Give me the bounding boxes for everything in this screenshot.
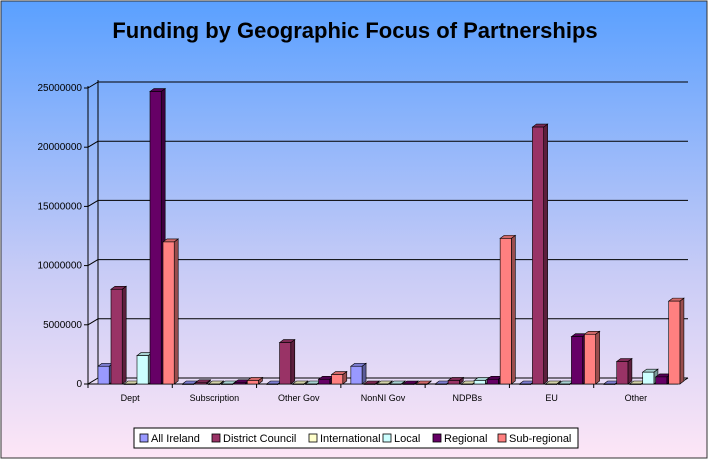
chart-title: Funding by Geographic Focus of Partnersh… (112, 18, 597, 43)
x-tick-label: Subscription (190, 393, 240, 403)
bar-international-subscription (207, 380, 225, 386)
x-tick-label: Other (625, 393, 648, 403)
legend-label: District Council (223, 433, 296, 445)
bar-local-nonni-gov (388, 380, 406, 386)
legend-label: International (320, 433, 381, 445)
legend-swatch (139, 433, 149, 443)
label-layer: Dept Subscription Other Gov NonNI Gov NDPBs E… (121, 393, 647, 403)
y-tick-label: 25000000 (38, 83, 83, 94)
bar-district-council-nonni-gov (362, 380, 380, 386)
bar-international-nonni-gov (375, 380, 393, 386)
legend-label: All Ireland (151, 433, 200, 445)
bar-sub-regional-ndpbs (499, 234, 517, 385)
bar-district-council-other (615, 357, 633, 385)
bar-regional-nonni-gov (401, 380, 419, 386)
gridline-diagonal (87, 259, 99, 267)
x-tick-label: Dept (121, 393, 141, 403)
bar-sub-regional-other (667, 297, 685, 385)
x-tick-label: NonNI Gov (361, 393, 406, 403)
gridline-diagonal (87, 81, 99, 89)
legend-swatch (382, 433, 392, 443)
bar-district-council-eu (531, 123, 549, 385)
legend-label: Local (394, 433, 420, 445)
legend-box (133, 427, 579, 449)
legend-swatch (497, 433, 507, 443)
bar-sub-regional-nonni-gov (414, 380, 432, 386)
y-tick-label: 20000000 (38, 142, 83, 153)
legend-label: Regional (444, 433, 487, 445)
bar-international-eu (544, 380, 562, 386)
legend-label: Sub-regional (509, 433, 571, 445)
bar-district-council-dept (110, 285, 128, 385)
bar-international-other-gov (291, 380, 309, 386)
bar-sub-regional-other-gov (330, 370, 348, 385)
gridline-diagonal (87, 140, 99, 148)
legend-swatch (308, 433, 318, 443)
bar-all-ireland-nonni-gov (349, 362, 367, 385)
y-tick-label: 15000000 (38, 201, 83, 212)
y-tick-label: 10000000 (38, 261, 83, 272)
grid-layer (87, 81, 688, 385)
bar-sub-regional-eu (583, 330, 601, 385)
bar-district-council-other-gov (278, 338, 296, 385)
bar-sub-regional-dept (162, 238, 180, 385)
bar-sub-regional-subscription (246, 376, 264, 385)
bar-district-council-subscription (194, 379, 212, 385)
legend: All Ireland District Council International… (133, 427, 579, 449)
x-tick-label: NDPBs (453, 393, 483, 403)
x-tick-label: Other Gov (278, 393, 320, 403)
legend-swatch (432, 433, 442, 443)
x-tick-label: EU (545, 393, 558, 403)
bar-layer (97, 87, 685, 386)
gridline-diagonal (87, 318, 99, 326)
gridline-diagonal (87, 199, 99, 207)
y-tick-label: 0 (76, 379, 82, 390)
bar-district-council-ndpbs (447, 376, 465, 385)
legend-swatch (211, 433, 221, 443)
y-tick-label: 5000000 (43, 320, 82, 331)
gridline-diagonal (87, 377, 99, 385)
